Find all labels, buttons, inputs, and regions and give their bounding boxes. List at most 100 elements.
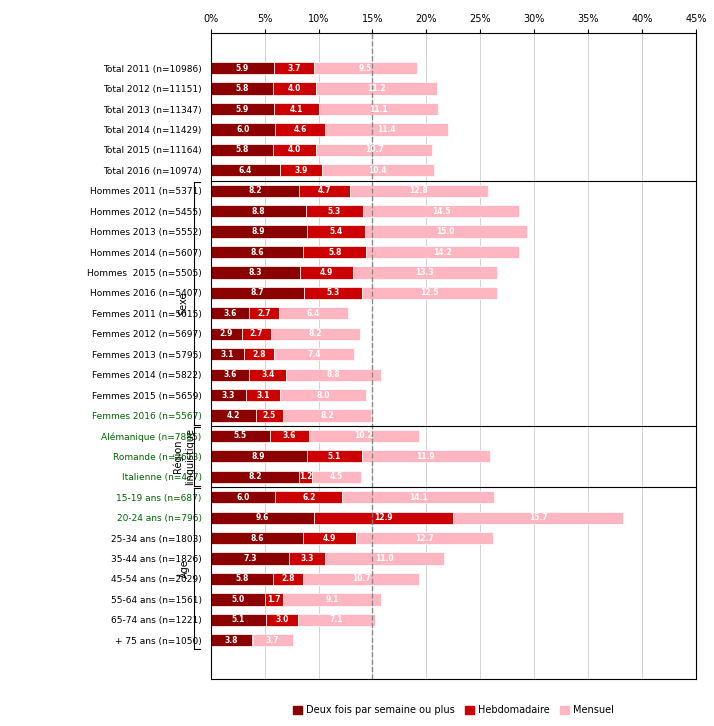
Bar <box>246 389 280 401</box>
Bar <box>273 573 303 585</box>
Text: 5.9: 5.9 <box>236 64 249 73</box>
Bar <box>276 123 325 136</box>
Text: 8.2: 8.2 <box>308 330 322 338</box>
Bar <box>278 307 348 319</box>
Bar <box>276 491 342 503</box>
Bar <box>211 287 304 299</box>
Text: 8.2: 8.2 <box>321 411 334 420</box>
Bar <box>299 470 312 483</box>
Text: 13.3: 13.3 <box>416 268 434 277</box>
Bar <box>211 409 256 422</box>
Text: 5.8: 5.8 <box>235 574 248 584</box>
Text: 5.0: 5.0 <box>231 595 244 604</box>
Text: 11.9: 11.9 <box>416 452 436 461</box>
Bar <box>325 552 443 565</box>
Text: 4.0: 4.0 <box>288 84 301 93</box>
Bar <box>211 103 274 115</box>
Bar <box>211 430 270 442</box>
Bar <box>211 450 306 462</box>
Text: 11.0: 11.0 <box>375 554 393 563</box>
Text: 3.9: 3.9 <box>294 166 308 175</box>
Bar <box>265 593 283 605</box>
Bar <box>211 613 266 626</box>
Legend: Deux fois par semaine ou plus, Hebdomadaire, Mensuel: Deux fois par semaine ou plus, Hebdomada… <box>288 701 618 719</box>
Text: 5.3: 5.3 <box>328 207 341 216</box>
Text: 9.1: 9.1 <box>326 595 338 604</box>
Bar <box>304 287 362 299</box>
Bar <box>365 226 527 237</box>
Bar <box>211 62 274 74</box>
Text: 3.6: 3.6 <box>223 370 237 379</box>
Text: 4.7: 4.7 <box>318 187 331 195</box>
Bar <box>363 205 519 217</box>
Text: 5.8: 5.8 <box>235 145 248 155</box>
Text: 4.5: 4.5 <box>330 473 343 481</box>
Bar <box>353 266 496 279</box>
Text: 3.4: 3.4 <box>261 370 274 379</box>
Bar <box>314 512 453 523</box>
Text: 10.2: 10.2 <box>355 431 373 441</box>
Bar <box>274 62 314 74</box>
Text: 5.1: 5.1 <box>231 616 245 624</box>
Text: 6.0: 6.0 <box>236 493 250 502</box>
Text: 3.6: 3.6 <box>283 431 296 441</box>
Bar <box>298 613 375 626</box>
Text: 8.2: 8.2 <box>248 187 261 195</box>
Text: 6.2: 6.2 <box>302 493 316 502</box>
Text: 5.1: 5.1 <box>328 452 341 461</box>
Bar <box>306 205 363 217</box>
Text: 5.3: 5.3 <box>326 288 340 298</box>
Bar <box>453 512 623 523</box>
Bar <box>211 184 299 197</box>
Text: 10.7: 10.7 <box>352 574 371 584</box>
Text: 6.4: 6.4 <box>238 166 252 175</box>
Text: 8.6: 8.6 <box>251 248 263 256</box>
Bar <box>274 103 318 115</box>
Text: 2.5: 2.5 <box>263 411 276 420</box>
Bar <box>318 103 438 115</box>
Bar <box>211 491 276 503</box>
Text: 14.5: 14.5 <box>432 207 451 216</box>
Text: 8.9: 8.9 <box>252 452 266 461</box>
Bar <box>283 409 371 422</box>
Bar <box>316 144 432 156</box>
Bar <box>211 123 276 136</box>
Text: 3.7: 3.7 <box>266 636 279 645</box>
Text: 7.3: 7.3 <box>243 554 257 563</box>
Text: 9.5: 9.5 <box>359 64 372 73</box>
Bar <box>249 369 286 380</box>
Bar <box>316 83 437 94</box>
Bar <box>303 532 356 544</box>
Bar <box>270 430 309 442</box>
Bar <box>249 307 278 319</box>
Text: 4.6: 4.6 <box>293 125 307 134</box>
Bar <box>274 348 354 360</box>
Text: 12.5: 12.5 <box>420 288 438 298</box>
Text: 11.1: 11.1 <box>369 105 388 113</box>
Bar <box>366 246 519 258</box>
Bar <box>211 593 265 605</box>
Bar <box>256 409 283 422</box>
Text: 3.1: 3.1 <box>256 391 270 399</box>
Bar <box>211 164 280 176</box>
Bar <box>211 369 249 380</box>
Bar <box>211 144 273 156</box>
Text: 8.6: 8.6 <box>251 534 263 542</box>
Text: 5.5: 5.5 <box>233 431 247 441</box>
Text: 3.3: 3.3 <box>222 391 235 399</box>
Text: 2.8: 2.8 <box>281 574 295 584</box>
Bar <box>325 123 448 136</box>
Text: 10.4: 10.4 <box>368 166 387 175</box>
Bar <box>299 184 350 197</box>
Bar <box>306 226 365 237</box>
Text: 4.9: 4.9 <box>323 534 336 542</box>
Text: Région
linguistique: Région linguistique <box>173 428 195 485</box>
Bar <box>211 573 273 585</box>
Bar <box>253 634 293 646</box>
Bar <box>300 266 353 279</box>
Bar <box>314 62 417 74</box>
Bar <box>211 470 299 483</box>
Bar <box>283 593 381 605</box>
Bar <box>211 226 306 237</box>
Text: 4.2: 4.2 <box>226 411 240 420</box>
